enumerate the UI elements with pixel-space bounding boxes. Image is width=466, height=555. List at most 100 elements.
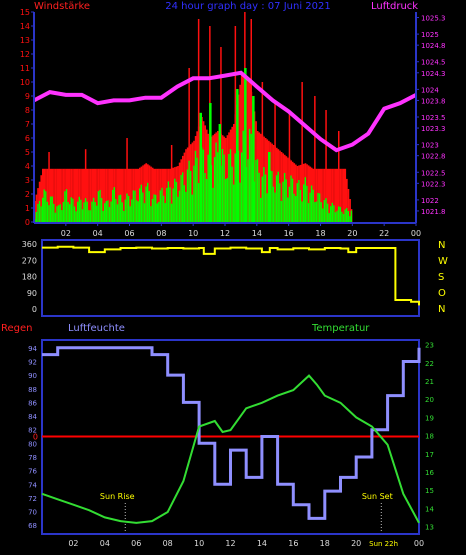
wind-average-bar bbox=[99, 189, 101, 222]
wind-x-tick-label: 06 bbox=[124, 229, 134, 238]
wind-gust-bar bbox=[69, 168, 71, 222]
wind-average-bar bbox=[328, 213, 330, 222]
wind-average-bar bbox=[88, 210, 90, 222]
wind-pressure-chart: Windstärke 24 hour graph day : 07 Juni 2… bbox=[20, 1, 446, 238]
wind-average-bar bbox=[275, 175, 278, 222]
humidity-temperature-chart: Regen Luftfeuchte Temperatur 68 70 72 74 76 7… bbox=[1, 323, 434, 548]
wind-gust-bar bbox=[164, 168, 167, 222]
pressure-tick-label: 1023 bbox=[421, 142, 439, 150]
wind-average-bar bbox=[233, 184, 235, 222]
wind-gust-bar bbox=[51, 168, 54, 222]
wind-average-bar bbox=[56, 206, 58, 222]
wind-average-bar bbox=[185, 191, 187, 222]
wind-average-bar bbox=[205, 179, 208, 222]
humidity-x-tick-label: 08 bbox=[163, 539, 173, 548]
wind-average-bar bbox=[212, 187, 214, 222]
wind-average-bar bbox=[172, 188, 174, 222]
humidity-tick-label: 94 bbox=[28, 345, 37, 353]
wind-average-bar bbox=[295, 196, 297, 222]
wind-average-bar bbox=[38, 200, 41, 222]
humidity-tick-label: 70 bbox=[28, 509, 37, 517]
direction-line bbox=[42, 245, 420, 306]
direction-tick-label: 0 bbox=[32, 305, 37, 314]
wind-average-bar bbox=[183, 185, 185, 222]
wind-gust-bar bbox=[151, 167, 154, 222]
wind-average-bar bbox=[318, 193, 321, 222]
humidity-x-tick-label: 16 bbox=[288, 539, 298, 548]
wind-average-bar bbox=[263, 167, 265, 222]
pressure-tick-label: 1023.8 bbox=[421, 97, 446, 105]
wind-average-bar bbox=[132, 190, 135, 222]
direction-frame bbox=[41, 239, 420, 317]
wind-average-bar bbox=[91, 201, 93, 222]
humidity-x-tick-label: 10 bbox=[194, 539, 204, 548]
wind-gust-spike bbox=[338, 131, 340, 222]
wind-gust-spike bbox=[261, 82, 264, 222]
wind-gust-bar bbox=[320, 168, 323, 222]
wind-average-bar bbox=[193, 165, 195, 222]
humidity-x-tick-label: 06 bbox=[131, 539, 141, 548]
wind-gust-spike bbox=[288, 110, 291, 222]
direction-tick-label: 360 bbox=[22, 240, 37, 249]
pressure-tick-label: 1025 bbox=[421, 31, 439, 39]
compass-label: N bbox=[438, 240, 445, 251]
temperature-line bbox=[41, 374, 420, 524]
wind-average-bar bbox=[350, 210, 353, 222]
wind-average-bar bbox=[54, 212, 57, 222]
pressure-tick-label: 1022.3 bbox=[421, 180, 446, 188]
pressure-label: Luftdruck bbox=[371, 1, 418, 12]
wind-average-bar bbox=[131, 199, 133, 222]
wind-average-bar bbox=[70, 197, 72, 222]
wind-average-bar bbox=[135, 200, 138, 222]
wind-average-bar bbox=[314, 202, 316, 222]
wind-gust-bar bbox=[61, 168, 63, 222]
wind-gust-bar bbox=[260, 133, 262, 222]
wind-tick-label: 1 bbox=[25, 204, 30, 213]
pressure-tick-label: 1024.5 bbox=[421, 59, 446, 67]
wind-average-bar bbox=[86, 201, 88, 222]
wind-average-bar bbox=[326, 203, 329, 222]
wind-average-bar bbox=[277, 171, 279, 222]
wind-gust-bar bbox=[347, 189, 350, 222]
direction-tick-label: 90 bbox=[27, 289, 37, 298]
wind-gust-bar bbox=[336, 168, 339, 222]
wind-gust-bar bbox=[212, 135, 214, 222]
wind-gust-bar bbox=[116, 168, 119, 222]
wind-gust-bar bbox=[341, 168, 343, 222]
wind-average-bar bbox=[148, 191, 150, 222]
wind-tick-label: 6 bbox=[25, 134, 30, 143]
wind-gust-spike bbox=[84, 149, 87, 222]
humidity-line bbox=[42, 346, 421, 520]
humidity-tick-label: 76 bbox=[28, 468, 37, 476]
wind-x-tick-label: 22 bbox=[379, 229, 389, 238]
pressure-tick-label: 1022.8 bbox=[421, 153, 446, 161]
wind-average-bar bbox=[234, 153, 236, 222]
wind-average-bar bbox=[166, 187, 168, 222]
wind-tick-label: 7 bbox=[25, 120, 30, 129]
wind-average-bar bbox=[342, 214, 345, 222]
humidity-x-tick-label: 02 bbox=[68, 539, 78, 548]
wind-average-bar bbox=[48, 205, 50, 222]
wind-gust-bar bbox=[78, 168, 81, 222]
wind-gust-spike bbox=[197, 19, 200, 222]
temperature-tick-label: 23 bbox=[425, 342, 434, 350]
wind-average-bar bbox=[174, 178, 176, 222]
wind-gust-bar bbox=[77, 168, 79, 222]
temperature-tick-label: 14 bbox=[425, 505, 434, 513]
rain-zero-label: 0 bbox=[33, 433, 38, 442]
compass-label: W bbox=[438, 256, 448, 267]
chart-title: 24 hour graph day : 07 Juni 2021 bbox=[165, 1, 331, 12]
wind-gust-bar bbox=[143, 164, 146, 222]
temperature-tick-label: 16 bbox=[425, 469, 434, 477]
direction-tick-label: 270 bbox=[22, 256, 37, 265]
wind-average-bar bbox=[156, 203, 158, 222]
wind-x-tick-label: 16 bbox=[284, 229, 294, 238]
humidity-x-tick-label: 18 bbox=[320, 539, 330, 548]
wind-average-bar bbox=[118, 195, 120, 222]
wind-gust-bar bbox=[342, 168, 345, 222]
wind-average-bar bbox=[323, 200, 326, 222]
wind-average-bar bbox=[129, 206, 131, 222]
wind-average-bar bbox=[346, 208, 348, 222]
